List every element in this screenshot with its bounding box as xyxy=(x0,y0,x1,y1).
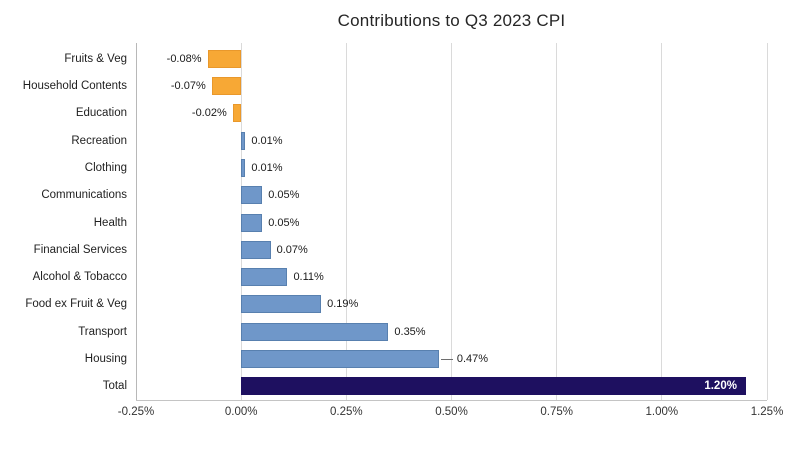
value-label-total: 1.20% xyxy=(704,380,737,393)
bar-education xyxy=(232,104,242,123)
bar-transport xyxy=(241,322,389,341)
category-label-recreation: Recreation xyxy=(71,134,127,147)
x-tick-label: 1.25% xyxy=(750,406,784,418)
value-label-communications: 0.05% xyxy=(268,189,300,202)
x-axis-line xyxy=(136,400,767,401)
value-label-transport: 0.35% xyxy=(394,325,426,338)
bar-health xyxy=(241,213,263,232)
x-tick-label: -0.25% xyxy=(117,406,155,418)
x-tick-label: 1.00% xyxy=(645,406,679,418)
value-label-housing: 0.47% xyxy=(456,353,489,366)
bar-food-ex-fruit-veg xyxy=(241,295,322,314)
value-label-health: 0.05% xyxy=(268,216,300,229)
bar-communications xyxy=(241,186,263,205)
category-label-clothing: Clothing xyxy=(84,161,127,174)
bar-fruits-veg xyxy=(207,49,242,68)
bar-household-contents xyxy=(211,76,242,95)
category-label-transport: Transport xyxy=(78,325,127,338)
category-label-fruits-veg: Fruits & Veg xyxy=(64,52,127,65)
bar-clothing xyxy=(241,158,246,177)
value-label-recreation: 0.01% xyxy=(251,134,283,147)
category-label-health: Health xyxy=(93,216,127,229)
category-label-education: Education xyxy=(75,107,127,120)
gridline-0.75% xyxy=(556,43,558,400)
bar-recreation xyxy=(241,131,246,150)
value-label-household-contents: -0.07% xyxy=(170,79,206,92)
gridline-0.25% xyxy=(345,43,347,400)
bar-housing xyxy=(241,350,439,369)
category-label-alcohol-tobacco: Alcohol & Tobacco xyxy=(32,271,127,284)
category-label-housing: Housing xyxy=(84,353,127,366)
value-label-food-ex-fruit-veg: 0.19% xyxy=(327,298,359,311)
category-label-financial-services: Financial Services xyxy=(33,243,127,256)
category-label-total: Total xyxy=(102,380,127,393)
x-tick-label: 0.00% xyxy=(224,406,258,418)
category-label-communications: Communications xyxy=(41,189,127,202)
x-tick-label: 0.25% xyxy=(330,406,363,418)
bar-total: 1.20% xyxy=(241,377,746,396)
category-label-food-ex-fruit-veg: Food ex Fruit & Veg xyxy=(25,298,127,311)
value-label-alcohol-tobacco: 0.11% xyxy=(293,271,324,284)
value-label-clothing: 0.01% xyxy=(251,161,283,174)
leader-line-housing xyxy=(440,358,453,360)
bar-alcohol-tobacco xyxy=(241,268,288,287)
x-tick-label: 0.75% xyxy=(540,406,573,418)
gridline-1.25% xyxy=(766,43,768,400)
value-label-financial-services: 0.07% xyxy=(276,243,308,256)
value-label-education: -0.02% xyxy=(191,107,227,120)
gridline-0.50% xyxy=(451,43,452,400)
category-label-household-contents: Household Contents xyxy=(22,79,127,92)
value-label-fruits-veg: -0.08% xyxy=(166,52,202,65)
x-tick-label: 0.50% xyxy=(435,406,468,418)
gridline-1.00% xyxy=(661,43,663,400)
bar-financial-services xyxy=(241,240,271,259)
gridline--0.25% xyxy=(135,43,137,400)
chart-title: Contributions to Q3 2023 CPI xyxy=(337,11,566,30)
